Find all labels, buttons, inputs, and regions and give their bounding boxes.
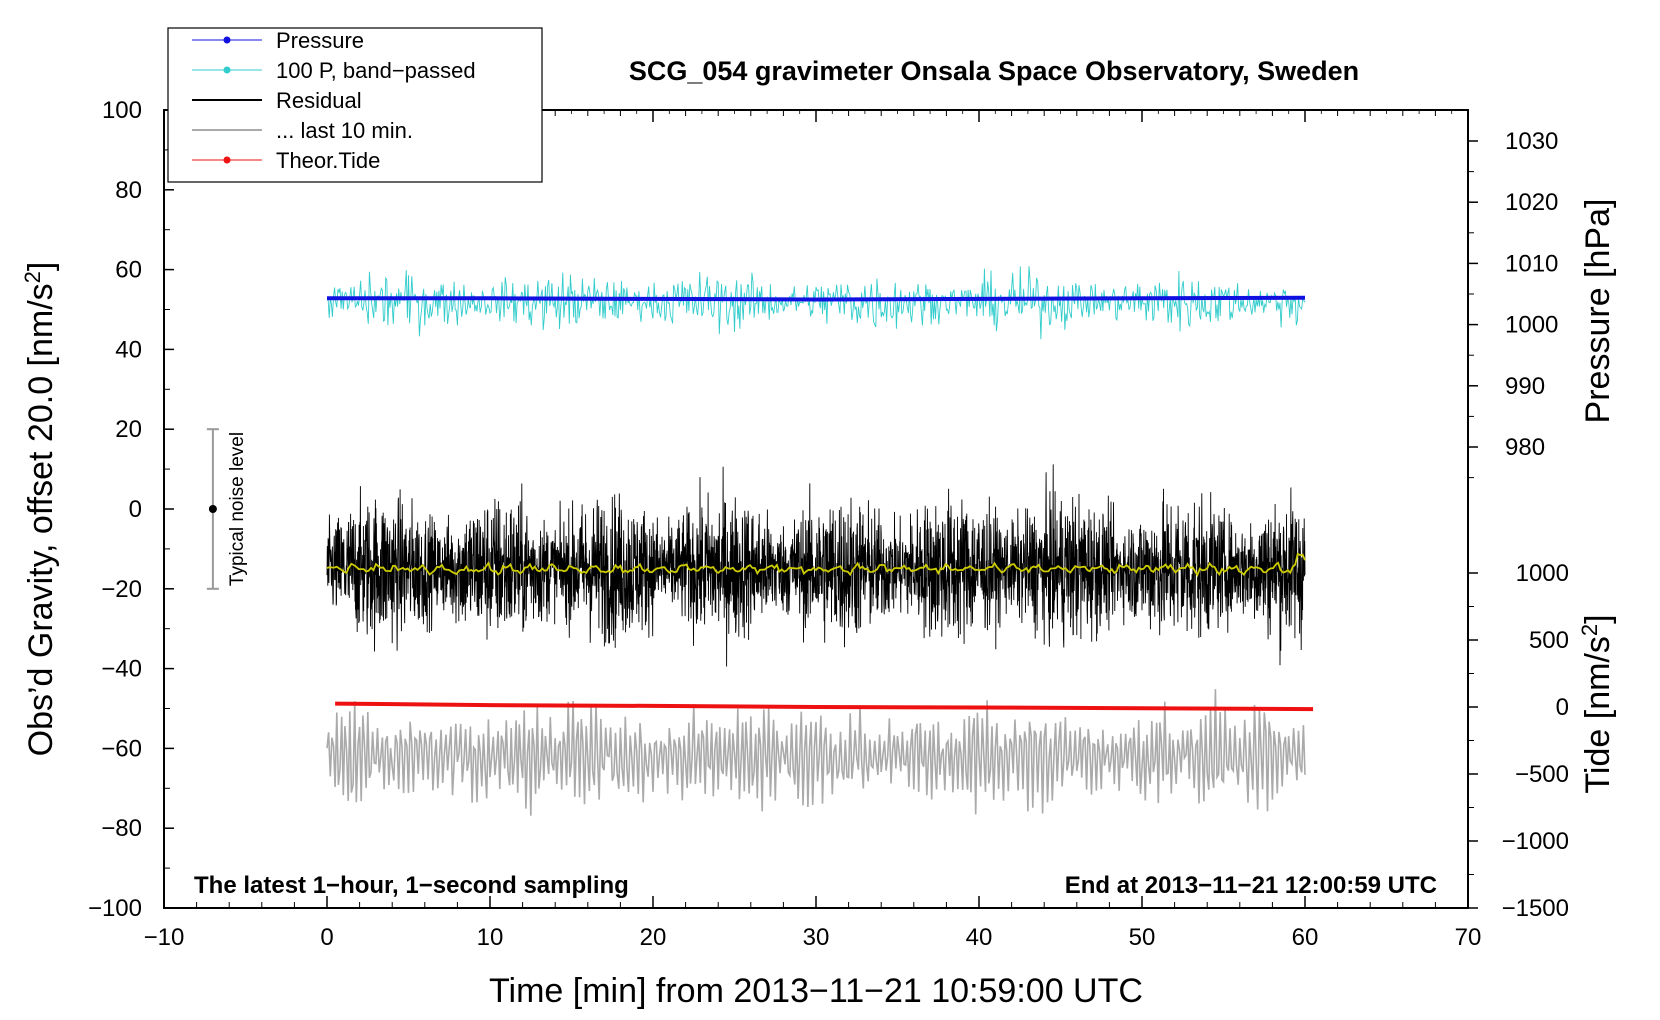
legend-box xyxy=(167,27,543,183)
series-residual-line xyxy=(326,464,1306,667)
y-axis-title-left-sup: 2 xyxy=(20,271,45,283)
left-note: The latest 1−hour, 1−second sampling xyxy=(194,872,629,899)
x-tick-label: −10 xyxy=(144,924,185,951)
ticks-layer: −10 0 10 20 30 40 50 60 70100806040200−20−40−60−… xyxy=(88,97,1569,951)
y-tick-label: 0 xyxy=(129,496,142,523)
x-tick-label: 0 xyxy=(320,924,333,951)
series-layer xyxy=(326,266,1314,816)
y-tick-label: 40 xyxy=(115,336,142,363)
tide-tick-label: 0 xyxy=(1556,694,1569,721)
pressure-tick-label: 1030 xyxy=(1505,128,1558,155)
y-tick-label: −60 xyxy=(101,735,142,762)
y-tick-label: −20 xyxy=(101,576,142,603)
noise-level-indicator: Typical noise level xyxy=(206,428,248,590)
tide-tick-label: −1500 xyxy=(1502,895,1569,922)
tide-axis-title-end: ] xyxy=(1579,614,1617,623)
x-tick-label: 50 xyxy=(1129,924,1156,951)
legend-marker xyxy=(223,66,231,74)
pressure-tick-label: 1020 xyxy=(1505,189,1558,216)
y-tick-label: 20 xyxy=(115,416,142,443)
pressure-tick-label: 1010 xyxy=(1505,250,1558,277)
y-axis-title-left-main: Obs’d Gravity, offset 20.0 [nm/s xyxy=(22,283,60,756)
pressure-axis-title: Pressure [hPa] xyxy=(1579,199,1617,424)
tide-tick-label: −1000 xyxy=(1502,828,1569,855)
y-tick-label: −80 xyxy=(101,815,142,842)
series-pressure-line xyxy=(327,295,1306,302)
legend-label: Theor.Tide xyxy=(276,148,380,173)
pressure-tick-label: 1000 xyxy=(1505,312,1558,339)
tide-tick-label: 500 xyxy=(1529,627,1569,654)
x-tick-label: 30 xyxy=(803,924,830,951)
legend-label: ... last 10 min. xyxy=(276,118,413,143)
x-tick-label: 60 xyxy=(1292,924,1319,951)
legend-marker xyxy=(223,36,231,44)
legend-label: Residual xyxy=(276,88,362,113)
right-note: End at 2013−11−21 12:00:59 UTC xyxy=(1065,872,1437,899)
legend-marker xyxy=(223,156,231,164)
y-tick-label: 100 xyxy=(102,97,142,124)
y-axis-title-left-end: ] xyxy=(22,262,60,271)
y-tick-label: 80 xyxy=(115,177,142,204)
y-tick-label: −40 xyxy=(101,656,142,683)
x-tick-label: 40 xyxy=(966,924,993,951)
y-tick-label: 60 xyxy=(115,257,142,284)
legend-label: Pressure xyxy=(276,28,364,53)
series-last-10-min-line xyxy=(326,689,1306,816)
x-tick-label: 20 xyxy=(640,924,667,951)
tide-axis-title-main: Tide [nm/s xyxy=(1579,636,1617,793)
tide-axis-title-sup: 2 xyxy=(1577,624,1602,636)
legend-label: 100 P, band−passed xyxy=(276,58,476,83)
noise-bar-label: Typical noise level xyxy=(227,432,248,586)
x-axis-title: Time [min] from 2013−11−21 10:59:00 UTC xyxy=(489,972,1143,1010)
x-tick-label: 10 xyxy=(477,924,504,951)
x-tick-label: 70 xyxy=(1455,924,1482,951)
pressure-tick-label: 990 xyxy=(1505,373,1545,400)
series-residual-smoothed-line xyxy=(326,552,1306,578)
tide-axis-title: Tide [nm/s2] xyxy=(1577,614,1617,793)
y-axis-title-left: Obs’d Gravity, offset 20.0 [nm/s2] xyxy=(20,262,60,757)
legend: Pressure 100 P, band−passed Residual ... la… xyxy=(167,27,543,183)
chart-title: SCG_054 gravimeter Onsala Space Observat… xyxy=(629,56,1359,86)
pressure-tick-label: 980 xyxy=(1505,434,1545,461)
y-tick-label: −100 xyxy=(88,895,142,922)
tide-tick-label: 1000 xyxy=(1516,560,1569,587)
series-tide-line xyxy=(335,701,1314,712)
noise-bar-center-dot xyxy=(208,505,217,513)
tide-tick-label: −500 xyxy=(1515,761,1569,788)
